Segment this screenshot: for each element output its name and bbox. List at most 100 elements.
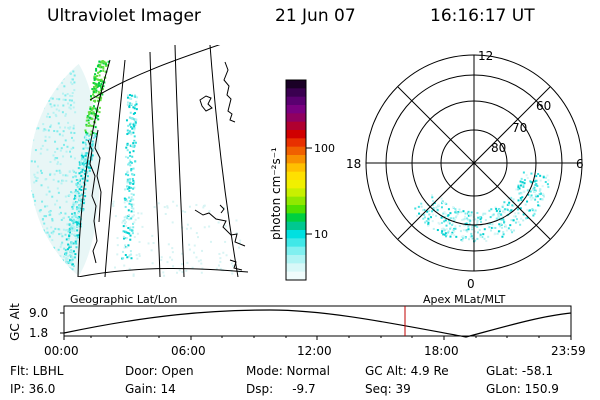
aurora-dot [441, 230, 444, 233]
aurora-dot [188, 205, 191, 208]
aurora-dot [66, 223, 69, 226]
aurora-dot [126, 144, 129, 147]
aurora-dot [66, 266, 69, 269]
aurora-dot [56, 71, 59, 74]
aurora-dot [36, 171, 39, 174]
aurora-dot [56, 98, 59, 101]
aurora-dot [53, 158, 56, 161]
aurora-dot [135, 100, 138, 103]
aurora-dot [40, 95, 43, 98]
aurora-dot [453, 218, 456, 221]
aurora-dot [76, 229, 79, 232]
aurora-dot [71, 256, 74, 259]
aurora-dot [77, 236, 80, 239]
aurora-dot [130, 133, 133, 136]
aurora-dot [82, 163, 85, 166]
aurora-dot [80, 171, 83, 174]
aurora-dot [77, 210, 80, 213]
aurora-dot [123, 219, 126, 222]
aurora-dot [218, 252, 221, 255]
aurora-dot [49, 103, 52, 106]
aurora-dot [123, 264, 126, 267]
aurora-dot [82, 209, 85, 212]
aurora-dot [69, 245, 72, 248]
aurora-dot [58, 98, 61, 101]
aurora-dot [239, 242, 242, 245]
aurora-dot [208, 210, 211, 213]
aurora-dot [444, 212, 447, 215]
aurora-dot [188, 243, 191, 246]
aurora-dot [76, 221, 79, 224]
aurora-dot [160, 256, 163, 259]
aurora-dot [504, 224, 507, 227]
aurora-dot [547, 186, 550, 189]
aurora-dot [522, 190, 525, 193]
aurora-dot [31, 122, 34, 125]
aurora-dot [181, 210, 184, 213]
aurora-dot [68, 229, 71, 232]
aurora-dot [73, 89, 76, 92]
date-label: 21 Jun 07 [275, 6, 356, 26]
aurora-dot [67, 260, 70, 263]
aurora-dot [34, 122, 37, 125]
aurora-dot [65, 72, 68, 75]
aurora-dot [126, 256, 129, 259]
color-bar-segment [286, 188, 306, 198]
aurora-dot [122, 219, 125, 222]
aurora-dot [502, 204, 505, 207]
aurora-dot [67, 230, 70, 233]
aurora-dot [441, 201, 444, 204]
aurora-dot [476, 231, 479, 234]
aurora-dot [71, 207, 74, 210]
aurora-dot [35, 79, 38, 82]
aurora-dot [74, 202, 77, 205]
aurora-dot [126, 181, 129, 184]
aurora-dot [506, 208, 509, 211]
aurora-dot [78, 197, 81, 200]
aurora-dot [94, 112, 97, 115]
aurora-dot [519, 223, 522, 226]
aurora-dot [431, 220, 434, 223]
aurora-dot [215, 267, 218, 270]
aurora-dot [447, 214, 450, 217]
aurora-dot [90, 158, 93, 161]
aurora-dot [127, 244, 130, 247]
aurora-dot [58, 169, 61, 172]
aurora-dot [69, 267, 72, 270]
aurora-dot [510, 229, 513, 232]
aurora-dot [539, 174, 542, 177]
aurora-dot [512, 198, 515, 201]
aurora-dot [38, 230, 41, 233]
aurora-dot [79, 179, 82, 182]
aurora-dot [65, 150, 68, 153]
aurora-dot [91, 154, 94, 157]
aurora-dot [130, 217, 133, 220]
aurora-dot [72, 176, 75, 179]
aurora-dot [219, 257, 222, 260]
aurora-dot [75, 246, 78, 249]
aurora-dot [138, 240, 141, 243]
aurora-dot [66, 257, 69, 260]
aurora-dot [56, 162, 59, 165]
aurora-dot [507, 198, 510, 201]
aurora-dot [52, 80, 55, 83]
aurora-dot [128, 151, 131, 154]
aurora-dot [448, 219, 451, 222]
aurora-dot [116, 237, 119, 240]
aurora-dot [48, 116, 51, 119]
aurora-dot [78, 215, 81, 218]
aurora-dot [521, 196, 524, 199]
aurora-dot [511, 231, 514, 234]
aurora-dot [92, 89, 95, 92]
aurora-dot [225, 254, 228, 257]
aurora-dot [537, 173, 540, 176]
aurora-dot [67, 126, 70, 129]
color-bar-segment [286, 246, 306, 256]
lat-label-70: 70 [512, 121, 527, 135]
aurora-dot [420, 213, 423, 216]
aurora-dot [495, 209, 498, 212]
aurora-dot [135, 108, 138, 111]
aurora-dot [491, 223, 494, 226]
aurora-dot [91, 107, 94, 110]
aurora-dot [128, 186, 131, 189]
